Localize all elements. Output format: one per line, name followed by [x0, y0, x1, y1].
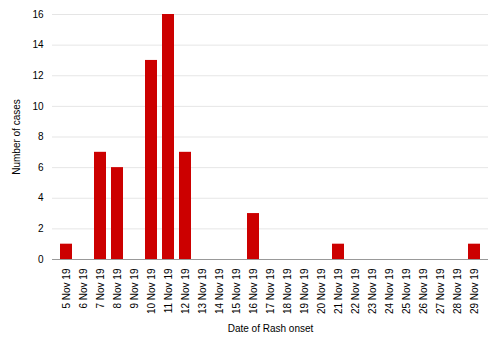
svg-text:23 Nov 19: 23 Nov 19: [367, 268, 378, 314]
svg-text:19 Nov 19: 19 Nov 19: [299, 268, 310, 314]
svg-text:6 Nov 19: 6 Nov 19: [78, 268, 89, 308]
svg-text:16 Nov 19: 16 Nov 19: [248, 268, 259, 314]
svg-text:Date of Rash onset: Date of Rash onset: [228, 323, 314, 334]
svg-text:11 Nov 19: 11 Nov 19: [163, 268, 174, 313]
svg-text:20 Nov 19: 20 Nov 19: [316, 268, 327, 314]
svg-text:15 Nov 19: 15 Nov 19: [231, 268, 242, 314]
svg-text:2: 2: [38, 223, 44, 234]
svg-text:5 Nov 19: 5 Nov 19: [61, 268, 72, 308]
svg-text:25 Nov 19: 25 Nov 19: [401, 268, 412, 314]
svg-text:10 Nov 19: 10 Nov 19: [146, 268, 157, 314]
svg-text:18 Nov 19: 18 Nov 19: [282, 268, 293, 314]
svg-text:28 Nov 19: 28 Nov 19: [452, 268, 463, 314]
svg-text:14: 14: [32, 39, 44, 50]
svg-text:9 Nov 19: 9 Nov 19: [129, 268, 140, 308]
svg-text:16: 16: [32, 9, 44, 20]
svg-text:13 Nov 19: 13 Nov 19: [197, 268, 208, 314]
svg-text:26 Nov 19: 26 Nov 19: [418, 268, 429, 314]
svg-text:14 Nov 19: 14 Nov 19: [214, 268, 225, 314]
svg-text:0: 0: [38, 254, 44, 265]
svg-text:17 Nov 19: 17 Nov 19: [265, 268, 276, 314]
svg-text:22 Nov 19: 22 Nov 19: [350, 268, 361, 314]
svg-text:29 Nov 19: 29 Nov 19: [469, 268, 480, 314]
svg-text:4: 4: [38, 192, 44, 203]
svg-text:8: 8: [38, 131, 44, 142]
svg-text:21 Nov 19: 21 Nov 19: [333, 268, 344, 314]
svg-text:10: 10: [32, 101, 44, 112]
svg-text:6: 6: [38, 162, 44, 173]
svg-text:8 Nov 19: 8 Nov 19: [112, 268, 123, 308]
svg-text:12: 12: [32, 70, 44, 81]
svg-text:24 Nov 19: 24 Nov 19: [384, 268, 395, 314]
svg-text:12 Nov 19: 12 Nov 19: [180, 268, 191, 314]
svg-text:Number of cases: Number of cases: [11, 99, 22, 175]
svg-text:7 Nov 19: 7 Nov 19: [95, 268, 106, 308]
svg-text:27 Nov 19: 27 Nov 19: [435, 268, 446, 314]
